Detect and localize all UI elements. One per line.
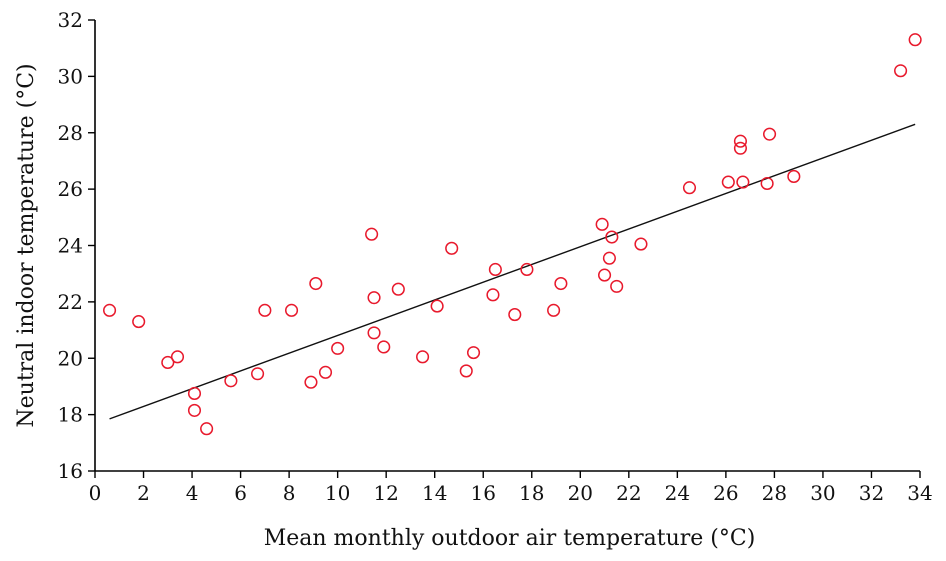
data-point xyxy=(309,277,323,291)
y-tick-label: 26 xyxy=(58,177,83,201)
data-point xyxy=(459,364,473,378)
data-point xyxy=(377,340,391,354)
y-tick-label: 22 xyxy=(58,290,83,314)
trend-line xyxy=(109,123,916,420)
data-point xyxy=(284,303,299,317)
data-point xyxy=(488,262,502,277)
data-point xyxy=(430,299,444,313)
data-point xyxy=(132,315,146,329)
x-tick-label: 0 xyxy=(89,481,102,505)
x-tick-label: 6 xyxy=(234,481,247,505)
y-tick-label: 30 xyxy=(58,64,83,88)
data-point xyxy=(894,64,908,78)
y-tick-label: 24 xyxy=(58,234,83,258)
data-point xyxy=(760,176,774,191)
y-tick-label: 28 xyxy=(58,121,83,145)
data-point xyxy=(787,169,801,183)
x-tick-label: 24 xyxy=(665,481,690,505)
data-point xyxy=(595,217,609,231)
data-point xyxy=(733,134,747,148)
data-point xyxy=(605,230,619,244)
x-tick-label: 10 xyxy=(325,481,350,505)
trendline-layer xyxy=(109,123,916,420)
x-tick-label: 20 xyxy=(568,481,593,505)
data-point xyxy=(445,241,459,255)
y-tick-label: 18 xyxy=(58,403,83,427)
data-point xyxy=(554,277,568,291)
x-tick-label: 30 xyxy=(810,481,835,505)
data-point xyxy=(520,262,534,277)
data-point xyxy=(318,365,333,379)
y-axis-ticks: 16 18 20 22 24 26 28 30 32 xyxy=(58,8,95,483)
data-point xyxy=(598,268,612,282)
data-point xyxy=(103,303,117,317)
data-point xyxy=(161,355,175,370)
data-point xyxy=(763,127,777,141)
data-point xyxy=(733,141,747,155)
data-point xyxy=(365,227,379,241)
x-tick-label: 32 xyxy=(859,481,884,505)
x-tick-label: 14 xyxy=(422,481,447,505)
x-tick-label: 2 xyxy=(137,481,150,505)
data-point xyxy=(258,303,272,317)
data-point xyxy=(736,175,750,189)
y-tick-label: 20 xyxy=(58,346,83,370)
y-tick-label: 16 xyxy=(58,459,83,483)
x-tick-label: 22 xyxy=(616,481,641,505)
data-point xyxy=(547,303,561,317)
data-point xyxy=(304,375,318,389)
x-axis-title: Mean monthly outdoor air temperature (°C… xyxy=(264,526,756,551)
data-point xyxy=(908,33,922,47)
data-point xyxy=(416,350,430,364)
data-point xyxy=(331,341,345,355)
data-point xyxy=(251,367,265,381)
x-tick-label: 34 xyxy=(907,481,932,505)
x-tick-label: 28 xyxy=(762,481,787,505)
data-point xyxy=(224,374,238,388)
data-point xyxy=(610,279,624,293)
data-point xyxy=(170,350,185,364)
x-tick-label: 12 xyxy=(373,481,398,505)
data-points xyxy=(103,33,922,436)
data-point xyxy=(721,175,735,189)
data-point xyxy=(602,251,616,265)
data-point xyxy=(391,282,405,296)
axes: 0 2 4 6 8 10 12 14 16 18 20 22 24 26 28 30 32 34 16182022… xyxy=(58,8,933,505)
data-point xyxy=(367,326,381,340)
data-point xyxy=(367,291,381,305)
data-point xyxy=(200,422,214,436)
x-tick-label: 4 xyxy=(186,481,199,505)
y-axis-title: Neutral indoor temperature (°C) xyxy=(14,63,39,427)
plot-area xyxy=(103,33,922,436)
x-tick-label: 8 xyxy=(283,481,296,505)
data-point xyxy=(466,346,481,360)
x-tick-label: 26 xyxy=(713,481,738,505)
data-point xyxy=(508,308,522,322)
x-axis-ticks: 0 2 4 6 8 10 12 14 16 18 20 22 24 26 28 30 32 34 xyxy=(89,471,933,505)
data-point xyxy=(682,181,697,195)
data-point xyxy=(187,403,202,417)
y-tick-label: 32 xyxy=(58,8,83,32)
data-point xyxy=(187,386,202,401)
x-tick-label: 16 xyxy=(471,481,496,505)
data-point xyxy=(486,288,500,302)
data-point xyxy=(634,237,648,251)
x-tick-label: 18 xyxy=(519,481,544,505)
